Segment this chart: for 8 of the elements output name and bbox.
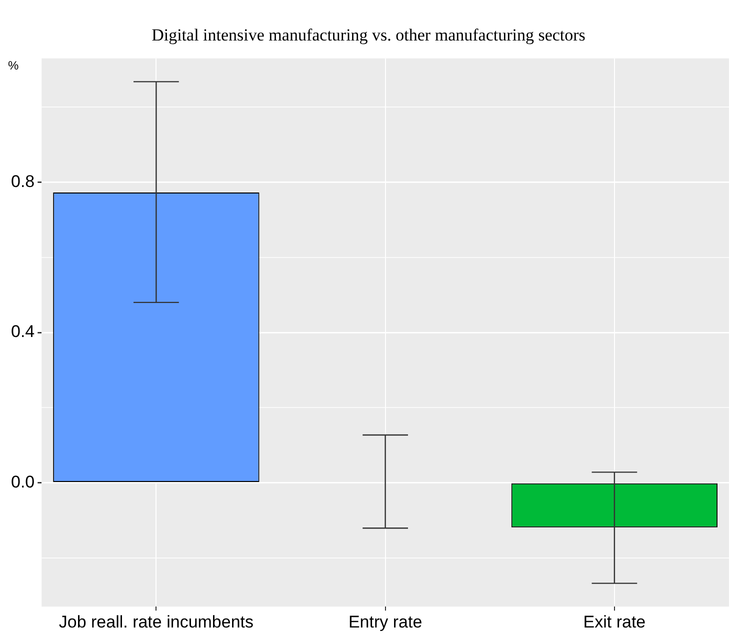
x-tick-label: Entry rate bbox=[348, 612, 422, 632]
y-tick-label: 0.8 bbox=[10, 172, 35, 191]
chart-title: Digital intensive manufacturing vs. other manufacturing sectors bbox=[152, 26, 586, 45]
x-tick-label: Job reall. rate incumbents bbox=[58, 612, 254, 632]
y-axis-title: % bbox=[8, 58, 19, 73]
y-tick-label: 0.4 bbox=[10, 322, 35, 342]
y-tick-label: 0.0 bbox=[10, 472, 35, 492]
x-tick-label: Exit rate bbox=[583, 612, 646, 632]
